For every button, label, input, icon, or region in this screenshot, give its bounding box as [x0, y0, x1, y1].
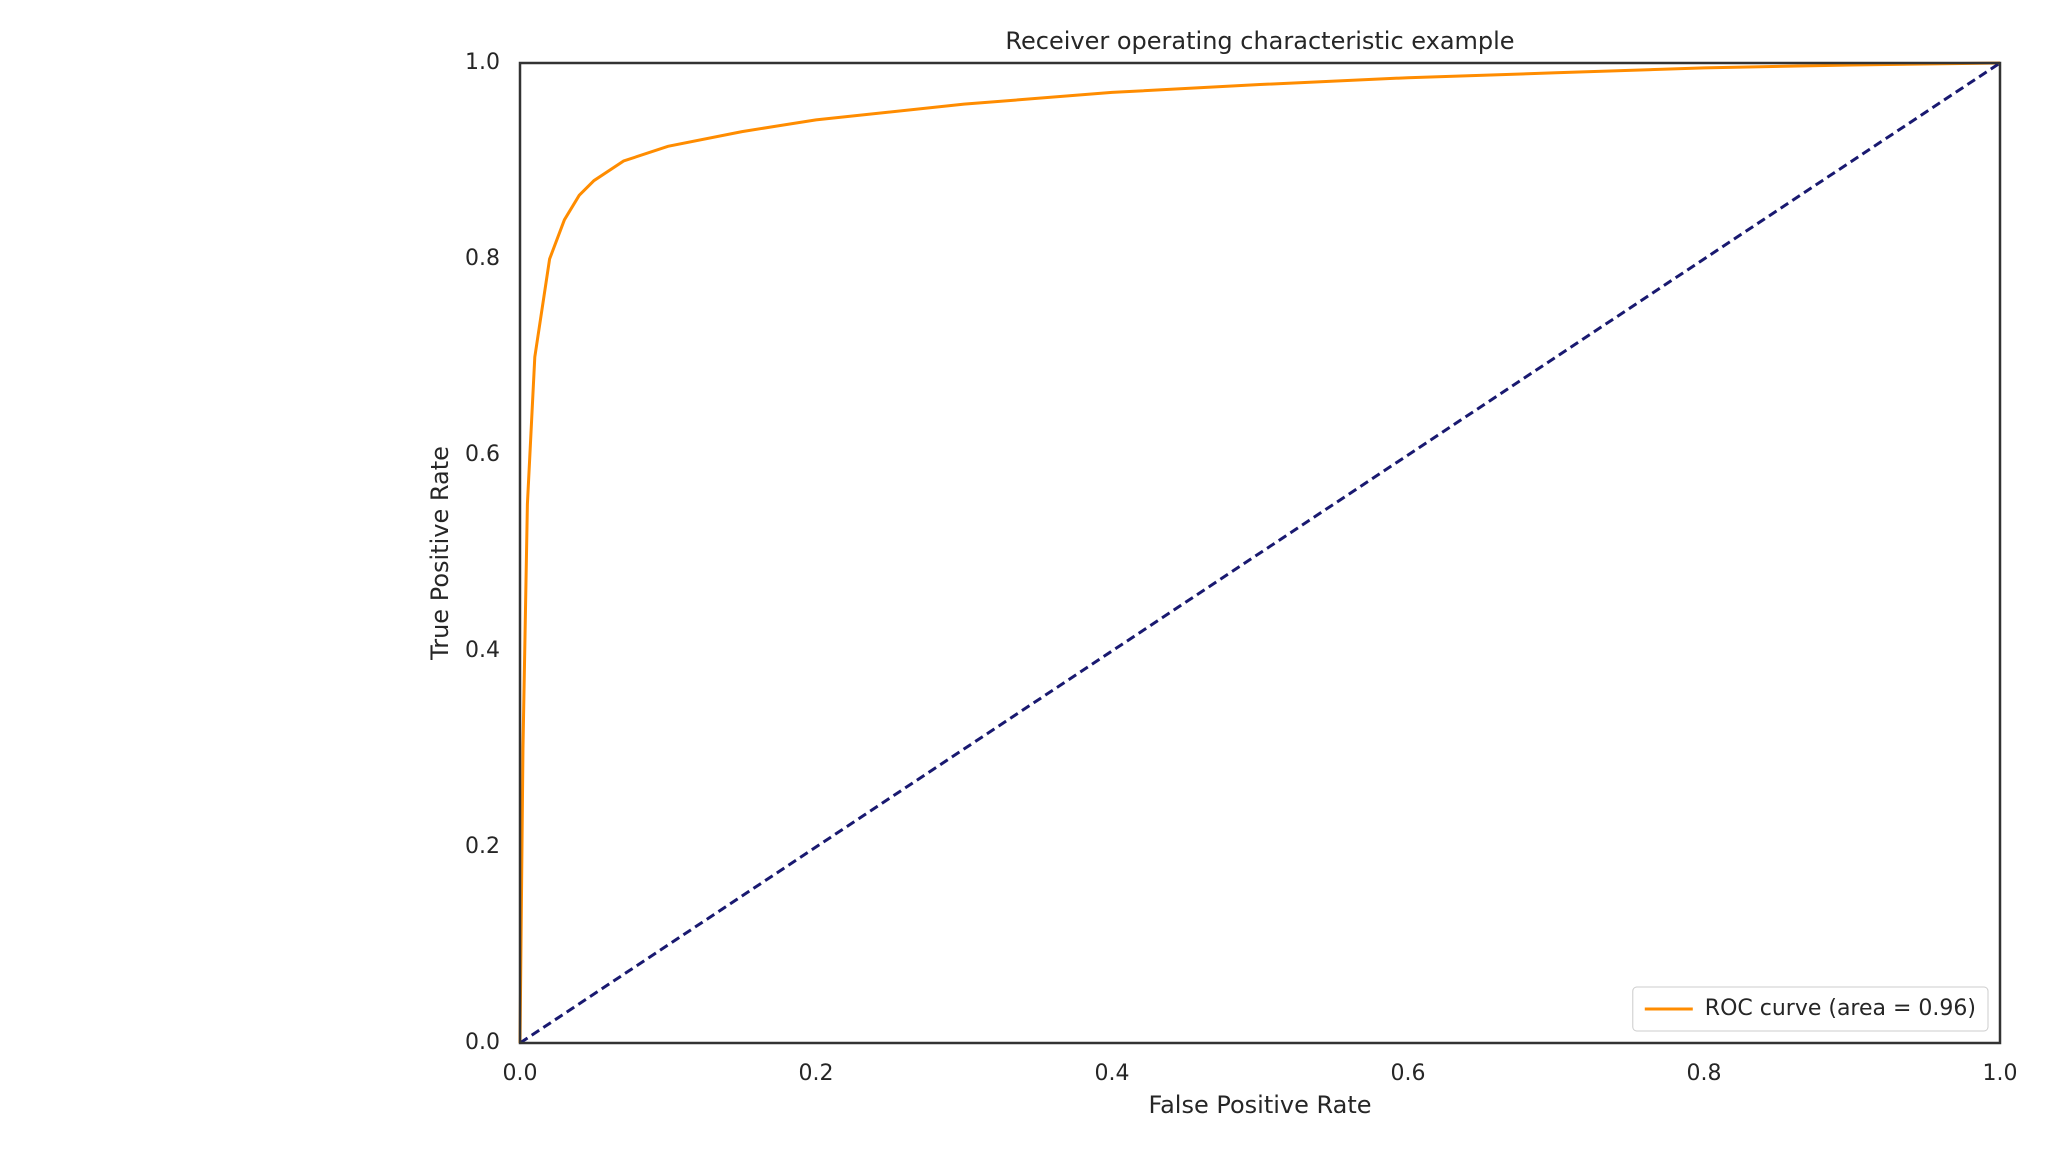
x-tick-label: 0.6: [1391, 1061, 1426, 1086]
y-tick-label: 0.2: [465, 834, 500, 859]
x-tick-label: 1.0: [1983, 1061, 2018, 1086]
plot-frame: [518, 61, 2002, 1045]
x-tick-label: 0.8: [1687, 1061, 1722, 1086]
series-line: [518, 61, 2001, 1044]
chart-title: Receiver operating characteristic exampl…: [1005, 27, 1514, 55]
legend: ROC curve (area = 0.96): [1632, 986, 1989, 1032]
x-tick-label: 0.0: [503, 1061, 538, 1086]
y-tick-label: 0.6: [465, 442, 500, 467]
y-tick-label: 1.0: [465, 50, 500, 75]
x-tick-label: 0.2: [799, 1061, 834, 1086]
y-tick-label: 0.4: [465, 638, 500, 663]
y-tick-label: 0.0: [465, 1030, 500, 1055]
legend-label: ROC curve (area = 0.96): [1705, 996, 1976, 1021]
legend-box: [1632, 986, 1989, 1032]
series-line: [519, 61, 2001, 1045]
y-tick-label: 0.8: [465, 246, 500, 271]
y-axis-label: True Positive Rate: [426, 446, 454, 661]
x-tick-label: 0.4: [1095, 1061, 1130, 1086]
x-axis-label: False Positive Rate: [1148, 1091, 1371, 1119]
